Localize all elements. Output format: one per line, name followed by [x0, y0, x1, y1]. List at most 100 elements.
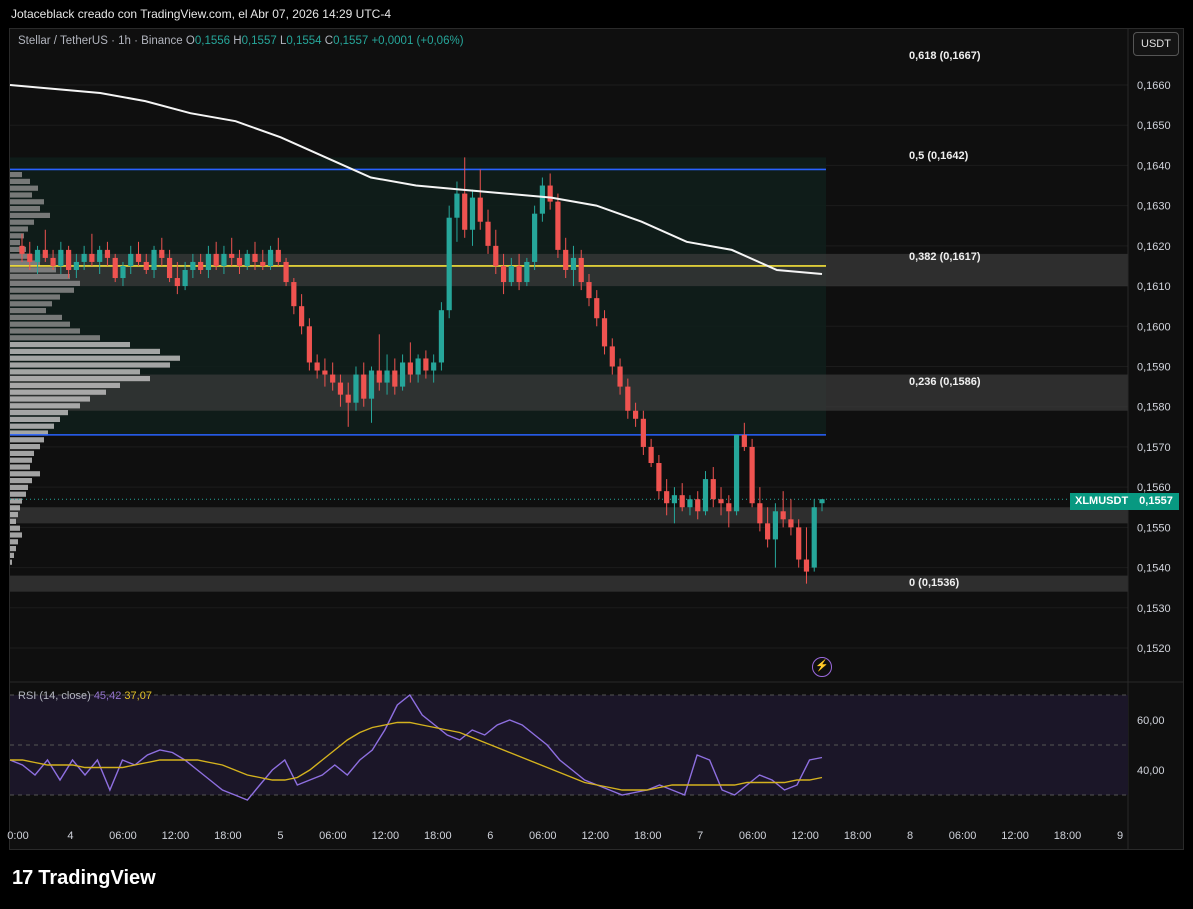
profile-bar: [10, 274, 70, 280]
lightning-icon[interactable]: ⚡: [812, 657, 832, 677]
high-key: H: [233, 35, 242, 47]
price-tick-label: 0,1620: [1137, 241, 1171, 253]
candle-body: [407, 362, 413, 375]
profile-bar: [10, 444, 40, 450]
candle-body: [291, 282, 297, 307]
currency-button[interactable]: USDT: [1133, 32, 1179, 56]
profile-bar: [10, 362, 170, 368]
close-value: 0,1557: [333, 35, 369, 47]
time-tick-label: 06:00: [109, 830, 137, 842]
volume-profile: [10, 172, 180, 565]
candle-body: [524, 261, 530, 283]
rsi-band: [10, 695, 1128, 795]
candle-body: [788, 519, 794, 528]
candle-body: [34, 249, 41, 262]
profile-bar: [10, 321, 70, 327]
candle-body: [213, 253, 219, 266]
candle-body: [757, 503, 763, 524]
candle-body: [415, 358, 421, 375]
candle-body: [656, 463, 662, 492]
profile-bar: [10, 478, 32, 484]
rsi-legend: RSI (14, close) 45,42 37,07: [18, 690, 152, 702]
candle-body: [19, 245, 25, 254]
candle-body: [462, 193, 468, 230]
profile-bar: [10, 369, 140, 375]
candle-body: [811, 507, 817, 568]
time-tick-label: 06:00: [949, 830, 977, 842]
rsi-pane: 60,00 40,00: [9, 693, 1165, 801]
candle-body: [73, 261, 79, 270]
candle-body: [330, 374, 336, 383]
candle-body: [221, 253, 227, 266]
candle-body: [399, 362, 406, 387]
profile-bar: [10, 437, 44, 443]
profile-bar: [10, 267, 56, 273]
candle-body: [283, 261, 289, 283]
candles: [19, 157, 825, 584]
time-tick-label: 18:00: [424, 830, 452, 842]
candle-body: [306, 326, 312, 363]
profile-bar: [10, 457, 32, 463]
price-tick-label: 0,1530: [1137, 603, 1171, 615]
chart-caption: Jotaceblack creado con TradingView.com, …: [11, 7, 391, 21]
candle-body: [702, 479, 709, 512]
candle-body: [81, 253, 87, 262]
profile-bar: [10, 423, 54, 429]
price-tick-label: 0,1600: [1137, 321, 1171, 333]
candle-body: [322, 370, 328, 375]
open-key: O: [185, 35, 195, 47]
price-tick-label: 0,1580: [1137, 402, 1171, 414]
profile-bar: [10, 552, 14, 558]
candle-body: [632, 410, 639, 419]
zone: [10, 507, 1128, 524]
profile-bar: [10, 348, 160, 354]
time-tick-label: 06:00: [319, 830, 347, 842]
profile-bar: [10, 206, 40, 212]
candle-body: [438, 310, 445, 363]
ma-line: [9, 84, 823, 275]
candle-body: [617, 366, 623, 387]
candle-body: [500, 265, 507, 283]
profile-bar: [10, 199, 44, 205]
fib-label-5: 0,5 (0,1642): [909, 150, 969, 162]
tradingview-logo[interactable]: 17 TradingView: [12, 867, 156, 890]
rsi-label: RSI (14, close): [18, 690, 91, 702]
candle-body: [345, 394, 351, 403]
candle-body: [392, 370, 398, 387]
candle-body: [89, 253, 95, 262]
close-key: C: [324, 35, 334, 47]
time-tick-label: 8: [907, 830, 913, 842]
profile-bar: [10, 498, 22, 504]
candle-body: [687, 499, 693, 508]
rsi-tick-label: 60,00: [1137, 715, 1165, 727]
moving-average: [9, 84, 823, 275]
symbol-tag: XLMUSDT: [1070, 493, 1134, 510]
candle-body: [299, 306, 305, 327]
candle-body: [679, 495, 685, 508]
price-tick-label: 0,1610: [1137, 281, 1171, 293]
candle-body: [244, 253, 250, 266]
profile-bar: [10, 342, 130, 348]
profile-bar: [10, 240, 20, 246]
profile-bar: [10, 314, 62, 320]
candle-body: [749, 446, 755, 504]
profile-bar: [10, 539, 18, 545]
candle-body: [625, 386, 631, 411]
fib-label-0: 0 (0,1536): [909, 577, 960, 589]
candle-body: [578, 257, 584, 283]
profile-bar: [10, 450, 34, 456]
time-tick-label: 12:00: [372, 830, 400, 842]
candle-body: [609, 346, 615, 367]
tradingview-mark-icon: 17: [12, 867, 33, 889]
time-axis: 0:00 4 06:00 12:00 18:00 5 06:00 12:00 18:00 6 06:…: [7, 830, 1123, 842]
profile-bar: [10, 219, 34, 225]
candle-body: [135, 253, 142, 262]
profile-bar: [10, 192, 32, 198]
profile-bar: [10, 253, 32, 259]
candle-body: [555, 201, 561, 250]
candle-body: [765, 523, 771, 540]
candle-body: [376, 370, 382, 383]
fib-label-236: 0,236 (0,1586): [909, 376, 981, 388]
time-tick-label: 7: [697, 830, 703, 842]
